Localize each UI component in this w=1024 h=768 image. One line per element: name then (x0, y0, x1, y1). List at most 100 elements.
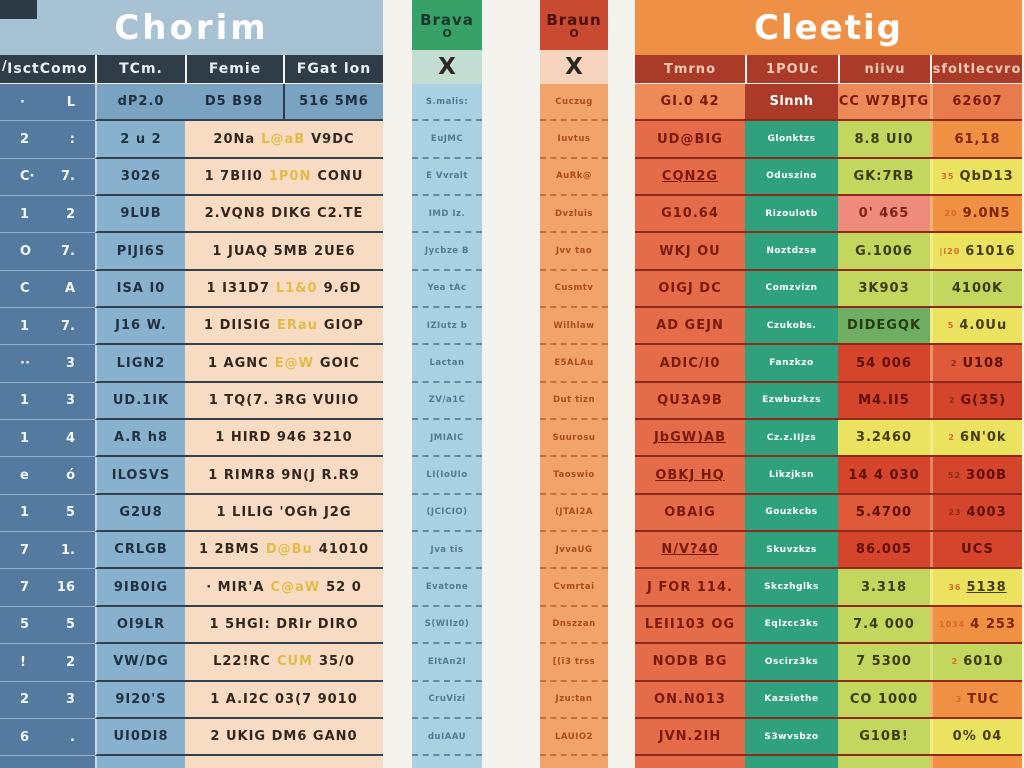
detail-text: 1 HIRD 946 3210 (215, 430, 353, 446)
table-row: 1 7. J16 W. 1 DIISIG ERau GIOP (0, 308, 383, 346)
detail-text: 1 LILIG 'OGh J2G (216, 504, 352, 520)
list-item: ZV/a1C (412, 382, 482, 421)
detail-text: 1 7BII0 (204, 168, 263, 184)
table-row: 6. UI0DI8 2 UKIG DM6 GAN0 (0, 718, 383, 757)
detail-text: 1 DIISIG (204, 318, 271, 334)
highlight-word: ERau (276, 318, 318, 334)
name-cell: OBKJ HQ (635, 457, 745, 493)
detail-cell: D5 B98 516 5M6 (185, 84, 383, 122)
detail-text: 2.VQN8 DIKG C2.TE (204, 206, 364, 222)
cell-text: TUC (967, 691, 1000, 707)
rank-glyph: e (20, 468, 29, 484)
list-item: IZIutz b (412, 308, 482, 346)
table-row: OBKJ HQ Likzjksn 14 4 030 52 300B (635, 457, 1022, 495)
bravo-header: Brava O (412, 0, 482, 50)
table-row: O 7. PIJI6S 1 JUAQ 5MB 2UE6 (0, 233, 383, 271)
label-cell: Comzvizn (745, 270, 838, 307)
score-cell: 3.2460 (838, 420, 930, 456)
cell-text: GI.0 42 (660, 94, 720, 110)
cell-text: 9.0N5 (962, 206, 1011, 222)
cell-text: AD GEJN (656, 318, 724, 334)
score-prefix: 3 (955, 694, 963, 704)
name-cell: NODB BG (635, 644, 745, 680)
score-cell: 86.005 (838, 532, 930, 568)
rank-cell: C· 7. (0, 158, 95, 197)
rank-glyph: . (70, 729, 75, 745)
list-item: Cusmtv (540, 270, 608, 309)
rank-cell: 2: (0, 121, 95, 159)
rank-glyph: 2 (65, 206, 75, 222)
left-header-label: IsctComo (7, 61, 88, 77)
score-cell: 2 U108 (930, 345, 1022, 381)
rank-cell: ·· 3 (0, 345, 95, 383)
table-row: 1 2 9LUB 2.VQN8 DIKG C2.TE (0, 196, 383, 234)
score-prefix: 2 (948, 433, 955, 443)
rank-glyph: 7. (61, 318, 75, 334)
table-row: ADIC/I0 Fanzkzo 54 006 2 U108 (635, 345, 1022, 383)
cell-text: NODB BG (652, 654, 728, 670)
name-cell (635, 756, 745, 768)
detail-cell: 1 HIRD 946 3210 (185, 420, 383, 458)
name-cell: UD@BIG (635, 121, 745, 157)
detail-text: 1 5HGI: DRIr DIRO (209, 616, 359, 632)
name-cell: 9I20'S (95, 681, 185, 719)
detail-text: 35/0 (319, 654, 355, 670)
highlight-word: E@W (274, 355, 314, 371)
detail-text: 1 I31D7 (206, 280, 270, 296)
rank-cell: · L (0, 84, 95, 122)
cell-text: 62607 (952, 94, 1003, 110)
name-cell: 9IB0IG (95, 569, 185, 607)
list-item: LI(IoUIo (412, 457, 482, 495)
list-item: (JCICIO) (412, 494, 482, 533)
score-prefix: 2 (948, 395, 956, 405)
name-cell: JbGW)AB (635, 420, 745, 456)
rank-glyph: 7. (61, 169, 75, 185)
label-cell: Slnnh (745, 84, 838, 120)
detail-cell: 20Na L@aB V9DC (185, 121, 383, 159)
detail-cell: 1 A.I2C 03(7 9010 (185, 681, 383, 719)
detail-text: 52 0 (326, 579, 362, 595)
list-item: E Vvralt (412, 158, 482, 197)
score-cell: 36 5138 (930, 569, 1022, 605)
score-cell (838, 756, 930, 768)
rank-glyph: 3 (65, 356, 75, 372)
table-row: e ó ILOSVS 1 RIMR8 9N(J R.R9 (0, 457, 383, 495)
rank-glyph: 7 (20, 580, 30, 596)
detail-text: 1 2BMS (198, 542, 260, 558)
right-table-title: Cleetig (635, 0, 1022, 55)
rank-glyph: 4 (65, 430, 75, 446)
table-row: 1 4 A.R h8 1 HIRD 946 3210 (0, 420, 383, 458)
cell-text: OBAIG (664, 504, 716, 520)
name-cell: JVN.2IH (635, 718, 745, 755)
cell-text: JbGW)AB (653, 430, 727, 446)
label-cell: Likzjksn (745, 457, 838, 493)
score-cell: GK:7RB (838, 158, 930, 195)
rank-glyph: 1 (20, 206, 30, 222)
name-cell: OI9LR (95, 606, 185, 645)
score-cell: G.1006 (838, 233, 930, 269)
bravo-x-cell: X (412, 50, 482, 84)
list-item: CruVizi (412, 681, 482, 719)
label-cell: Skuvzkzs (745, 532, 838, 568)
detail-cell: 1 TQ(7. 3RG VUIIO (185, 382, 383, 421)
name-cell: 2 u 2 (95, 121, 185, 159)
score-cell: 5.4700 (838, 494, 930, 531)
cell-text: UD@BIG (657, 131, 723, 147)
label-cell: Cz.z.IIJzs (745, 420, 838, 456)
corner-block (0, 0, 37, 19)
score-cell: 3K903 (838, 270, 930, 307)
name-cell: UI0DI8 (95, 718, 185, 757)
score-cell: DIDEGQK (838, 308, 930, 344)
detail-cell: L22!RC CUM 35/0 (185, 644, 383, 682)
table-row: 7 16 9IB0IG · MIR'A C@aW 52 0 (0, 569, 383, 607)
cell-text: JVN.2IH (658, 729, 722, 745)
cell-text: J FOR 114. (647, 579, 733, 595)
left-table-title: Chorim (0, 0, 383, 55)
table-row: J FOR 114. Skczhglks 3.318 36 5138 (635, 569, 1022, 607)
cell-text: U108 (962, 355, 1005, 371)
table-row: JbGW)AB Cz.z.IIJzs 3.2460 2 6N'0k (635, 420, 1022, 458)
table-row: LEII103 OG Eqlzcc3ks 7.4 000 1034 4 253 (635, 606, 1022, 645)
list-item: Wilhlaw (540, 308, 608, 346)
